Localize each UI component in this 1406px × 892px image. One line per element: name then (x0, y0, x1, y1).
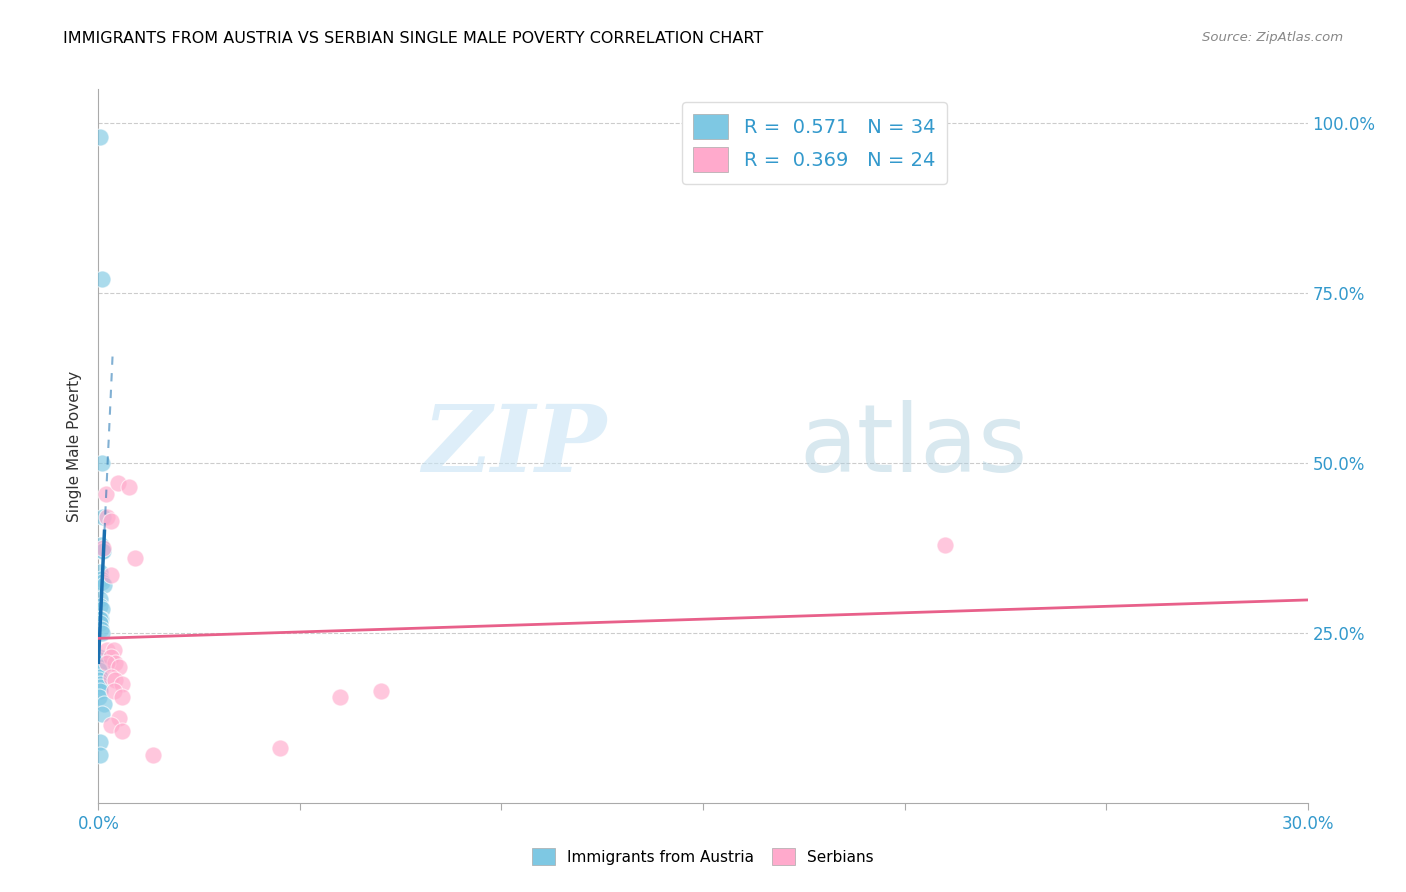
Point (100, 568, 122, 582)
Point (100, 717, 122, 731)
Point (89, 677, 111, 691)
Point (91, 272, 114, 286)
Point (89, 599, 111, 613)
Point (89, 663, 111, 677)
Point (103, 683, 125, 698)
Point (90, 602, 112, 616)
Point (142, 748, 165, 763)
Point (107, 476, 129, 491)
Point (91, 541, 114, 555)
Point (124, 551, 146, 566)
Point (90, 612, 112, 626)
Point (91, 660, 114, 674)
Point (89, 748, 111, 763)
Point (100, 649, 122, 664)
Point (111, 677, 134, 691)
Point (89, 565, 111, 579)
Point (89, 680, 111, 694)
Point (107, 711, 129, 725)
Point (269, 741, 291, 756)
Point (96, 657, 118, 671)
Y-axis label: Single Male Poverty: Single Male Poverty (67, 370, 83, 522)
Point (89, 615, 111, 630)
Point (89, 673, 111, 688)
Point (111, 724, 134, 739)
Point (91, 574, 114, 589)
Point (89, 690, 111, 705)
Point (111, 690, 134, 705)
Point (96, 643, 118, 657)
Point (89, 612, 111, 626)
Point (89, 649, 111, 664)
Point (90, 572, 112, 586)
Point (370, 683, 392, 698)
Legend: R =  0.571   N = 34, R =  0.369   N = 24: R = 0.571 N = 34, R = 0.369 N = 24 (682, 103, 948, 184)
Point (100, 514, 122, 528)
Point (103, 643, 125, 657)
Legend: Immigrants from Austria, Serbians: Immigrants from Austria, Serbians (526, 842, 880, 871)
Text: atlas: atlas (800, 400, 1028, 492)
Point (107, 660, 129, 674)
Text: Source: ZipAtlas.com: Source: ZipAtlas.com (1202, 31, 1343, 45)
Point (103, 673, 125, 688)
Point (89, 734, 111, 748)
Point (100, 670, 122, 684)
Point (89, 653, 111, 667)
Point (90, 537, 112, 551)
Point (96, 510, 118, 524)
Point (90, 456, 112, 470)
Point (91, 544, 114, 558)
Text: IMMIGRANTS FROM AUSTRIA VS SERBIAN SINGLE MALE POVERTY CORRELATION CHART: IMMIGRANTS FROM AUSTRIA VS SERBIAN SINGL… (63, 31, 763, 46)
Point (96, 486, 118, 500)
Point (90, 623, 112, 637)
Text: ZIP: ZIP (422, 401, 606, 491)
Point (91, 626, 114, 640)
Point (93, 578, 115, 592)
Point (93, 698, 115, 712)
Point (89, 670, 111, 684)
Point (89, 683, 111, 698)
Point (89, 591, 111, 606)
Point (103, 657, 125, 671)
Point (934, 537, 956, 551)
Point (329, 690, 352, 705)
Point (89, 657, 111, 671)
Point (118, 480, 141, 494)
Point (91, 510, 114, 524)
Point (89, 129, 111, 144)
Point (90, 707, 112, 722)
Point (91, 544, 114, 558)
